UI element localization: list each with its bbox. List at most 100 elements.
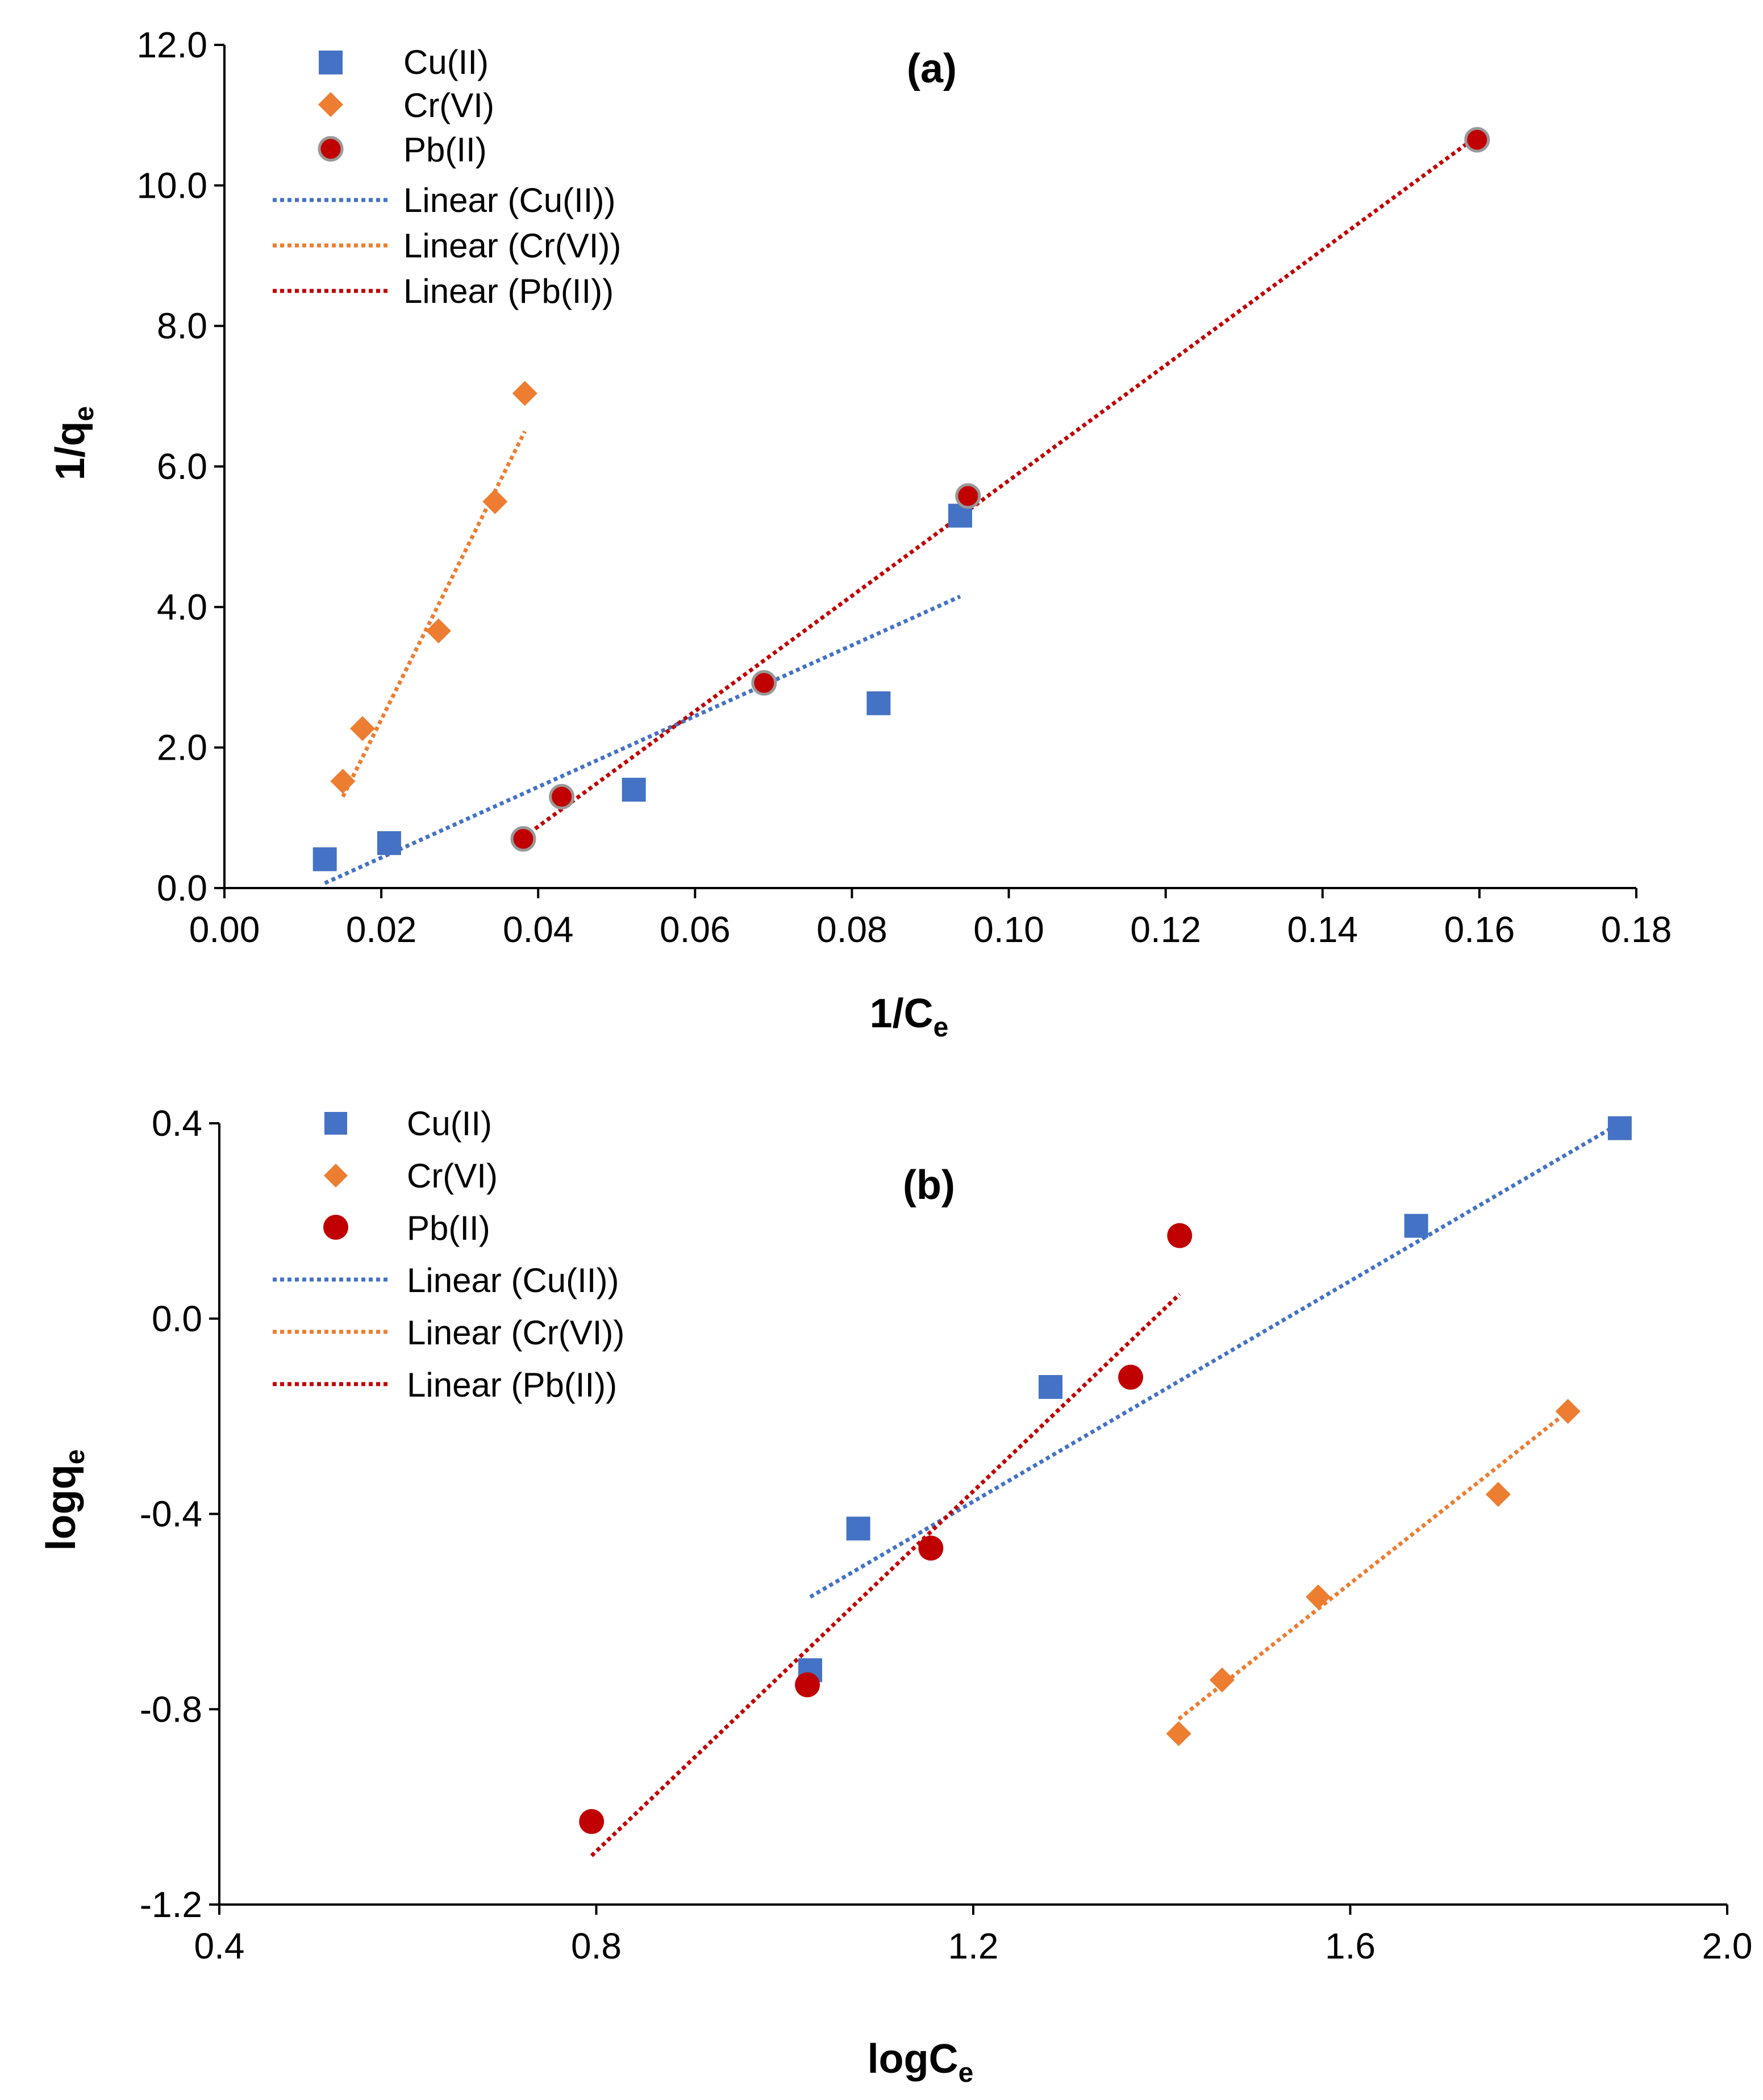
- panel-b-x-tick-label: 1.2: [948, 1926, 999, 1966]
- panel-b-square-point: [1404, 1214, 1428, 1238]
- legend-a-cr-linear-label: Linear (Cr(VI)): [403, 227, 621, 265]
- panel-a-x-tick-label: 0.14: [1287, 909, 1358, 950]
- panel-a-y-tick-label: 12.0: [136, 24, 207, 65]
- legend-b-pb-label: Pb(II): [407, 1209, 490, 1247]
- legend-b-cr-marker: [324, 1164, 348, 1188]
- legend-a-cr-label: Cr(VI): [403, 86, 494, 124]
- panel-b-y-title-sub: e: [60, 1449, 90, 1465]
- panel-a-circle-point: [1464, 127, 1490, 153]
- legend-b-cr-linear-label: Linear (Cr(VI)): [407, 1314, 624, 1352]
- panel-a-square-point: [377, 831, 401, 855]
- panel-b-trendline-1: [1177, 1410, 1569, 1721]
- panel-a-circle-point: [751, 670, 777, 696]
- panel-b-circle-point: [1167, 1223, 1193, 1248]
- panel-b-square-point: [846, 1516, 870, 1541]
- panel-b-x-tick-label: 2.0: [1702, 1926, 1753, 1966]
- legend-a-cu-linear: Linear (Cu(II)): [273, 181, 615, 219]
- panel-b-diamond-point: [1555, 1399, 1581, 1424]
- legend-b-cr: Cr(VI): [324, 1157, 498, 1195]
- panel-a-x-tick-label: 0.06: [660, 909, 731, 950]
- legend-a-cu: Cu(II): [319, 43, 489, 81]
- legend-a-cr-marker: [318, 92, 343, 117]
- panel-a-x-title-main: 1/C: [870, 991, 933, 1036]
- panel-b-y-tick-label: -0.8: [140, 1689, 202, 1730]
- panel-a-y-tick-label: 0.0: [157, 868, 207, 909]
- panel-b-label: (b): [903, 1162, 955, 1208]
- panel-b-plot-area: -1.2 -0.8 -0.4 0.0 0.4 0.4 0.8 1.2 1.6 2.0: [140, 1103, 1753, 1966]
- legend-b-cr-label: Cr(VI): [407, 1157, 498, 1195]
- panel-b-trendline-2: [590, 1293, 1181, 1857]
- panel-b-y-tick-label: 0.4: [152, 1103, 202, 1144]
- legend-b-pb-linear: Linear (Pb(II)): [273, 1366, 617, 1404]
- panel-b-y-tick-label: 0.0: [152, 1298, 202, 1339]
- panel-b-square-point: [1607, 1116, 1632, 1140]
- panel-b-y-axis-title: logqe: [39, 1449, 90, 1551]
- panel-b-diamond-point: [1166, 1721, 1191, 1747]
- panel-a-square-point: [622, 777, 646, 802]
- legend-a-pb-linear-label: Linear (Pb(II)): [403, 272, 614, 310]
- panel-a-diamond-point: [426, 618, 451, 644]
- panel-a-legend: Cu(II) Cr(VI) Pb(II) Linear (Cu(II)) Lin…: [273, 43, 621, 310]
- legend-b-cu-linear-label: Linear (Cu(II)): [407, 1261, 619, 1299]
- panel-b-x-title-sub: e: [958, 2058, 974, 2088]
- panel-a-x-tick-label: 0.08: [816, 909, 887, 950]
- panel-a-y-tick-label: 2.0: [157, 727, 207, 768]
- panel-a-y-title-main: 1/q: [48, 421, 93, 480]
- legend-a-pb-linear: Linear (Pb(II)): [273, 272, 614, 310]
- panel-b-diamond-point: [1209, 1667, 1235, 1693]
- panel-b-x-tick-label: 0.8: [571, 1926, 622, 1966]
- panel-b-x-tick-label: 0.4: [194, 1926, 245, 1966]
- panel-a-circle-point: [549, 784, 575, 810]
- legend-a-cu-label: Cu(II): [403, 43, 489, 81]
- panel-a-square-point: [312, 847, 337, 872]
- panel-a-diamond-point: [330, 769, 356, 794]
- panel-a-y-tick-label: 6.0: [157, 446, 207, 487]
- panel-a-x-tick-label: 0.00: [189, 909, 260, 950]
- panel-a-y-title-sub: e: [69, 406, 99, 422]
- panel-a-x-axis-title: 1/Ce: [870, 991, 949, 1043]
- legend-b-pb-linear-label: Linear (Pb(II)): [407, 1366, 617, 1404]
- legend-a-pb-label: Pb(II): [403, 131, 487, 169]
- panel-b-x-tick-label: 1.6: [1325, 1926, 1376, 1966]
- panel-a-langmuir-plot: 0.0 2.0 4.0 6.0 8.0 10.0 12.0 0.00 0.02 0.04 0.06 0…: [48, 24, 1672, 1043]
- panel-b-diamond-point: [1306, 1584, 1331, 1610]
- panel-a-x-title-sub: e: [933, 1013, 949, 1043]
- panel-b-diamond-point: [1485, 1482, 1511, 1507]
- legend-a-cr-linear: Linear (Cr(VI)): [273, 227, 621, 265]
- panel-a-plot-area: 0.0 2.0 4.0 6.0 8.0 10.0 12.0 0.00 0.02 0.04 0.06 0…: [136, 24, 1672, 950]
- panel-b-freundlich-plot: -1.2 -0.8 -0.4 0.0 0.4 0.4 0.8 1.2 1.6 2.0 (b) Cu…: [39, 1103, 1752, 2088]
- panel-b-square-point: [1039, 1375, 1063, 1399]
- panel-a-trendline-1: [341, 430, 527, 798]
- legend-b-cr-linear: Linear (Cr(VI)): [273, 1314, 624, 1352]
- panel-b-circle-point: [918, 1535, 944, 1561]
- panel-a-y-axis-title: 1/qe: [48, 406, 99, 481]
- legend-a-cu-marker: [319, 51, 343, 74]
- panel-a-y-tick-label: 10.0: [136, 165, 207, 206]
- legend-b-cu-marker: [324, 1112, 347, 1135]
- panel-a-x-tick-label: 0.02: [346, 909, 417, 950]
- panel-a-x-tick-label: 0.16: [1444, 909, 1515, 950]
- panel-b-circle-point: [1118, 1364, 1144, 1390]
- panel-a-y-tick-label: 4.0: [157, 586, 207, 627]
- legend-b-cu-linear: Linear (Cu(II)): [273, 1261, 619, 1299]
- panel-b-circle-point: [579, 1809, 605, 1834]
- legend-b-cu: Cu(II): [324, 1105, 492, 1143]
- panel-b-x-axis-title: logCe: [868, 2036, 974, 2088]
- panel-b-y-tick-label: -1.2: [140, 1884, 202, 1925]
- legend-b-pb: Pb(II): [323, 1209, 490, 1247]
- panel-a-circle-point: [510, 826, 536, 852]
- panel-a-circle-point: [955, 483, 981, 509]
- legend-b-pb-marker: [323, 1215, 348, 1240]
- panel-a-square-point: [866, 691, 891, 715]
- panel-b-x-title-main: logC: [868, 2036, 958, 2082]
- panel-b-legend: Cu(II) Cr(VI) Pb(II) Linear (Cu(II)) Lin…: [273, 1105, 624, 1404]
- legend-a-pb: Pb(II): [318, 131, 487, 169]
- panel-b-y-title-main: logq: [39, 1464, 84, 1551]
- panel-a-trendline-2: [522, 134, 1478, 839]
- panel-a-trendline-0: [324, 594, 961, 885]
- panel-a-x-tick-label: 0.12: [1130, 909, 1201, 950]
- panel-a-x-tick-label: 0.04: [503, 909, 574, 950]
- panel-a-diamond-point: [482, 489, 508, 514]
- legend-a-pb-marker: [318, 136, 344, 162]
- panel-a-x-tick-label: 0.10: [973, 909, 1044, 950]
